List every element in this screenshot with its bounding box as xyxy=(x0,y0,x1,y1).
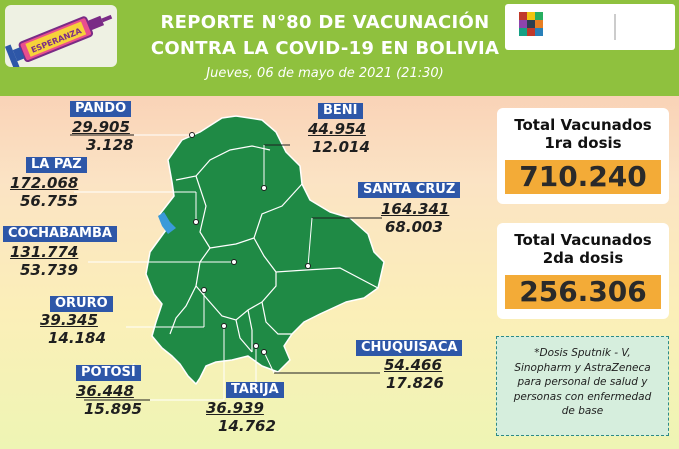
vaccine-note: *Dosis Sputnik - V, Sinopharm y AstraZen… xyxy=(496,336,669,436)
vaccine-note-line: personas con enfermedad xyxy=(513,390,652,403)
report-title-line-1: REPORTE N°80 DE VACUNACIÓN xyxy=(160,12,490,33)
bolivia-emblem-icon xyxy=(519,12,616,40)
vaccine-note-line: *Dosis Sputnik - V, xyxy=(534,347,631,359)
total-second-dose-value: 256.306 xyxy=(505,275,661,309)
potosi-dose1: 36.448 xyxy=(76,382,134,400)
oruro-dose2: 14.184 xyxy=(48,329,106,347)
total-first-dose-card: Total Vacunados 1ra dosis 710.240 xyxy=(497,108,669,204)
label-santa-cruz: SANTA CRUZ xyxy=(358,182,461,198)
syringe-icon: ESPERANZA xyxy=(4,14,113,70)
label-la-paz: LA PAZ xyxy=(26,157,87,173)
chuquisaca-dose2: 17.826 xyxy=(386,374,444,392)
campaign-logo: ESPERANZA xyxy=(4,5,117,70)
total-first-dose-label-line1: Total Vacunados xyxy=(514,116,652,134)
la-paz-dose2: 56.755 xyxy=(20,192,78,210)
report-date: Jueves, 06 de mayo de 2021 (21:30) xyxy=(206,66,444,81)
label-cochabamba: COCHABAMBA xyxy=(3,226,117,242)
pando-dose1: 29.905 xyxy=(72,118,130,136)
santa-cruz-dose2: 68.003 xyxy=(385,218,443,236)
potosi-dose2: 15.895 xyxy=(84,400,142,418)
total-second-dose-label-line2: 2da dosis xyxy=(542,249,624,267)
tarija-dose1: 36.939 xyxy=(206,399,264,417)
total-first-dose-label-line2: 1ra dosis xyxy=(544,134,622,152)
santa-cruz-dose1: 164.341 xyxy=(381,200,450,218)
label-pando: PANDO xyxy=(70,101,132,117)
pando-dose2: 3.128 xyxy=(86,136,134,154)
map-marker-dots xyxy=(189,132,311,355)
map-country-shape xyxy=(145,115,385,385)
department-borders xyxy=(169,145,379,353)
label-oruro: ORURO xyxy=(50,296,113,312)
total-second-dose-card: Total Vacunados 2da dosis 256.306 xyxy=(497,223,669,319)
leader-lines xyxy=(70,134,382,401)
label-tarija: TARIJA xyxy=(226,382,284,398)
label-chuquisaca: CHUQUISACA xyxy=(356,340,463,356)
cochabamba-dose1: 131.774 xyxy=(10,243,79,261)
vaccine-note-line: Sinopharm y AstraZeneca xyxy=(514,361,651,374)
la-paz-dose1: 172.068 xyxy=(10,174,79,192)
tarija-dose2: 14.762 xyxy=(218,417,276,435)
label-potosi: POTOSÍ xyxy=(76,365,141,381)
beni-dose1: 44.954 xyxy=(308,120,366,138)
total-second-dose-label-line1: Total Vacunados xyxy=(514,231,652,249)
lake-titicaca xyxy=(158,212,176,234)
vaccine-note-text: *Dosis Sputnik - V, Sinopharm y AstraZen… xyxy=(501,346,664,419)
report-title-line-2: CONTRA LA COVID-19 EN BOLIVIA xyxy=(150,38,500,59)
oruro-dose1: 39.345 xyxy=(40,311,98,329)
beni-dose2: 12.014 xyxy=(312,138,370,156)
total-first-dose-value: 710.240 xyxy=(505,160,661,194)
government-logo xyxy=(505,4,675,50)
cochabamba-dose2: 53.739 xyxy=(20,261,78,279)
vaccine-note-line: de base xyxy=(561,405,604,417)
chuquisaca-dose1: 54.466 xyxy=(384,356,442,374)
label-beni: BENI xyxy=(318,103,363,119)
vaccine-note-line: para personal de salud y xyxy=(517,376,648,388)
